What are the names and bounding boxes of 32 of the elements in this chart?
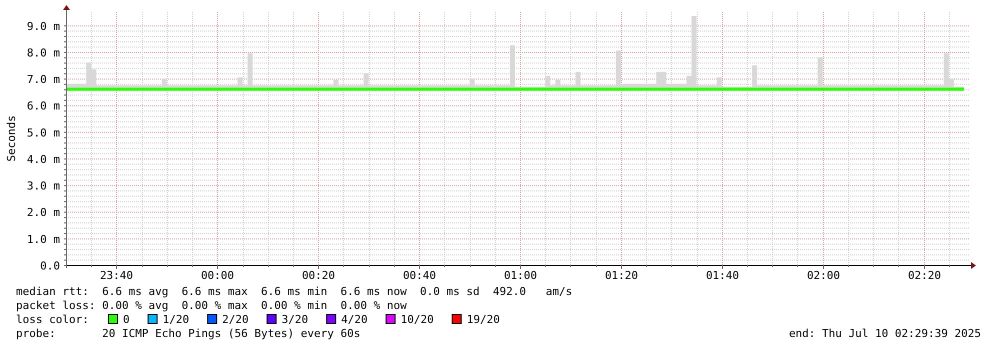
y-tick-label: 0.0 xyxy=(40,260,60,272)
legend-label: 10/20 xyxy=(400,313,434,326)
x-tick-label: 02:00 xyxy=(806,269,840,282)
y-axis-title: Seconds xyxy=(5,115,18,162)
legend-title: loss color: xyxy=(16,313,89,326)
x-tick-label: 01:40 xyxy=(706,269,740,282)
x-tick-label: 00:20 xyxy=(302,269,336,282)
x-tick-label: 01:20 xyxy=(604,269,638,282)
legend-label: 0 xyxy=(123,313,130,326)
legend-label: 2/20 xyxy=(222,313,249,326)
y-tick-label: 8.0 m xyxy=(26,46,60,60)
text: packet loss: 0.00 % avg 0.00 % max 0.00 % min 0.00 % now xyxy=(16,299,408,312)
y-tick-label: 4.0 m xyxy=(26,152,60,166)
text: end: Thu Jul 10 02:29:39 2025 xyxy=(788,327,981,340)
y-tick-label: 3.0 m xyxy=(26,180,60,193)
x-tick-label: 00:40 xyxy=(402,269,436,282)
y-tick-label: 6.0 m xyxy=(26,100,60,113)
x-tick-label: 23:40 xyxy=(100,269,134,282)
text: probe: 20 ICMP Echo Pings (56 Bytes) every 60s xyxy=(16,327,360,340)
legend-label: 19/20 xyxy=(466,313,500,326)
legend-label: 1/20 xyxy=(162,313,190,326)
x-tick-label: 01:00 xyxy=(504,269,538,282)
x-tick-label: 00:00 xyxy=(200,269,234,282)
y-tick-label: 7.0 m xyxy=(26,73,60,86)
y-tick-label: 2.0 m xyxy=(26,206,60,220)
x-tick-label: 02:20 xyxy=(908,269,942,282)
y-tick-label: 5.0 m xyxy=(26,126,60,140)
legend-label: 3/20 xyxy=(282,313,308,326)
y-tick-label: 1.0 m xyxy=(26,232,60,246)
text: median rtt: 6.6 ms avg 6.6 ms max 6.6 ms min 6.6 ms now 0.0 ms sd 492.0 am/s xyxy=(16,285,572,298)
legend-label: 4/20 xyxy=(341,313,368,326)
y-tick-label: 9.0 m xyxy=(26,20,60,33)
